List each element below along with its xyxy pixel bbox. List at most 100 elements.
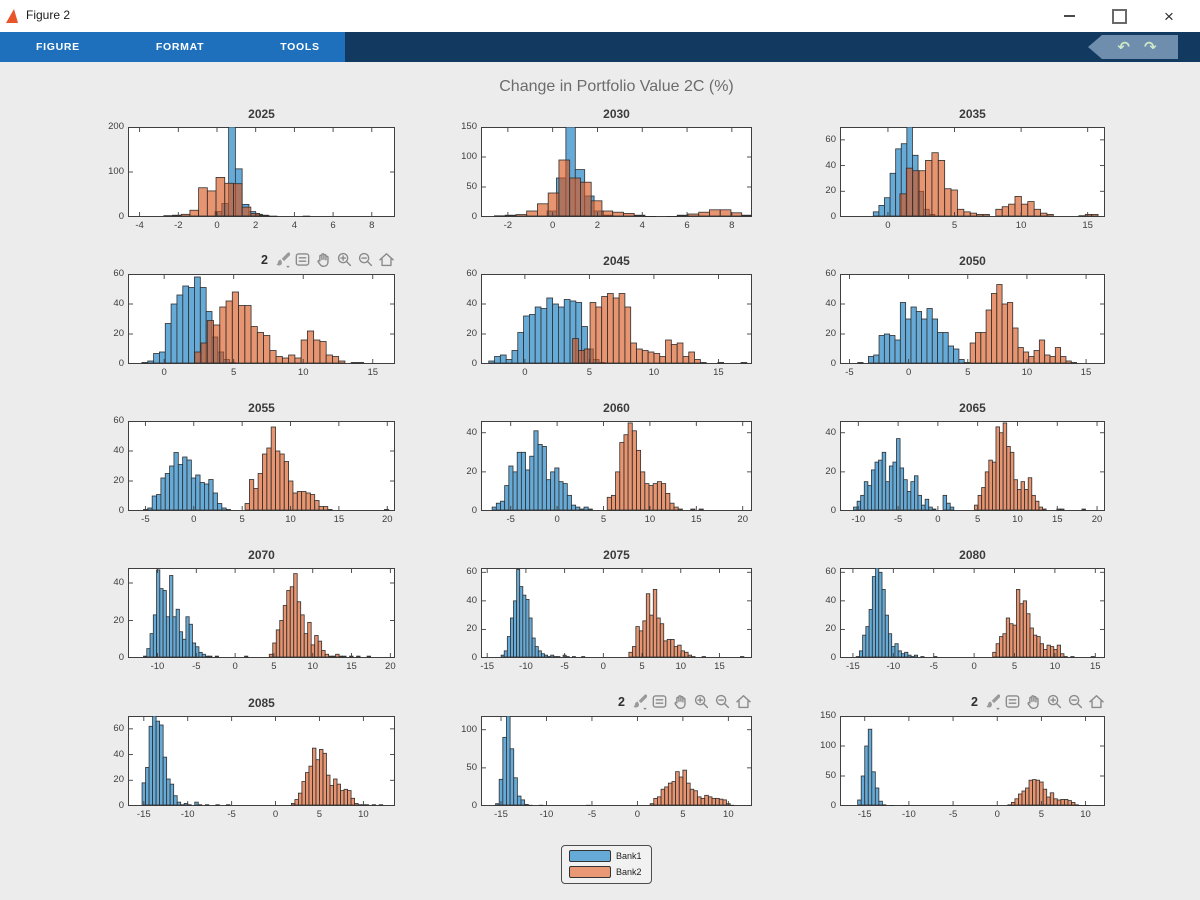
home-icon[interactable] — [735, 693, 752, 710]
histogram-bar-bank2 — [275, 450, 281, 511]
redo-button[interactable]: ↷ — [1144, 37, 1157, 56]
histogram-bar-bank2 — [1031, 494, 1036, 511]
legend[interactable]: Bank1 Bank2 — [561, 845, 652, 884]
subplot-2055-6: 2055 -5 0 5 10 15 20 0 20 40 60 — [70, 397, 407, 535]
x-tick-label: -5 — [560, 661, 569, 672]
histogram-bar-bank2 — [332, 356, 340, 364]
export-icon[interactable] — [1004, 693, 1021, 710]
x-tick-label: 0 — [191, 514, 197, 525]
histogram-bar-bank1 — [508, 465, 514, 511]
histogram-bar-bank1 — [575, 506, 581, 511]
histogram-bar-bank2 — [569, 177, 581, 217]
histogram-bar-bank1 — [149, 633, 154, 658]
pan-icon[interactable] — [315, 251, 332, 268]
histogram-bar-bank2 — [526, 210, 538, 217]
export-icon[interactable] — [294, 251, 311, 268]
histogram-bar-bank1 — [552, 303, 559, 364]
pan-icon[interactable] — [1025, 693, 1042, 710]
y-tick-label: 20 — [113, 614, 124, 626]
histogram-bar-bank1 — [857, 799, 862, 806]
y-tick-label: 100 — [461, 723, 477, 735]
zoom-in-icon[interactable] — [1046, 693, 1063, 710]
tab-figure[interactable]: FIGURE — [36, 41, 80, 53]
brush-icon[interactable] — [273, 251, 290, 268]
pan-icon[interactable] — [672, 693, 689, 710]
axes[interactable] — [840, 421, 1105, 511]
histogram-bar-bank2 — [680, 650, 686, 658]
histogram-bar-bank1 — [531, 637, 536, 658]
histogram-bar-bank1 — [302, 215, 311, 217]
axes[interactable] — [481, 568, 752, 658]
histogram-bar-bank2 — [719, 209, 732, 217]
zoom-out-icon[interactable] — [1067, 693, 1084, 710]
histogram-bar-bank2 — [1078, 805, 1083, 806]
histogram-bar-bank2 — [572, 338, 579, 364]
brush-icon[interactable] — [630, 693, 647, 710]
x-tick-label: 15 — [333, 514, 345, 525]
zoom-in-icon[interactable] — [693, 693, 710, 710]
axes[interactable] — [128, 716, 395, 806]
histogram-bar-bank2 — [318, 506, 324, 511]
histogram-bar-bank2 — [644, 483, 650, 511]
axes[interactable] — [128, 127, 395, 217]
axes[interactable] — [128, 568, 395, 658]
histogram-bar-bank1 — [177, 464, 184, 511]
histogram-bar-bank2 — [1029, 627, 1034, 658]
maximize-button[interactable] — [1094, 0, 1144, 32]
histogram-bar-bank2 — [306, 330, 315, 364]
y-tick-label: 0 — [118, 505, 124, 516]
histogram-bar-bank2 — [233, 183, 243, 217]
y-tick-label: 200 — [108, 121, 124, 132]
y-tick-label: 0 — [471, 211, 477, 222]
histogram-bar-bank2 — [1063, 799, 1069, 806]
undo-button[interactable]: ↶ — [1117, 37, 1130, 56]
x-tick-label: 15 — [713, 367, 724, 378]
histogram-bar-bank2 — [309, 494, 316, 511]
subplot-title: 2075 — [603, 548, 630, 562]
axes[interactable] — [481, 127, 752, 217]
zoom-in-icon[interactable] — [336, 251, 353, 268]
x-tick-label: 10 — [1080, 809, 1091, 820]
histogram-bar-bank2 — [944, 188, 952, 217]
x-tick-label: 5 — [951, 220, 958, 231]
tab-tools[interactable]: TOOLS — [280, 41, 320, 53]
y-tick-label: 40 — [466, 298, 477, 309]
x-tick-label: -10 — [902, 809, 916, 820]
zoom-out-icon[interactable] — [357, 251, 374, 268]
axes[interactable] — [481, 716, 752, 806]
histogram-bar-bank1 — [901, 653, 906, 658]
tab-format[interactable]: FORMAT — [155, 41, 205, 53]
axes[interactable] — [840, 127, 1105, 217]
histogram-bar-bank2 — [331, 655, 337, 658]
histogram-bar-bank2 — [356, 655, 361, 658]
axes[interactable] — [840, 716, 1105, 806]
axes[interactable] — [128, 421, 395, 511]
home-icon[interactable] — [378, 251, 395, 268]
axes[interactable] — [128, 274, 395, 364]
histogram-bar-bank2 — [321, 650, 326, 658]
histogram-bar-bank2 — [677, 508, 683, 511]
brush-icon[interactable] — [983, 693, 1000, 710]
histogram-bar-bank2 — [729, 804, 735, 806]
histogram-bar-bank2 — [659, 623, 665, 658]
export-icon[interactable] — [651, 693, 668, 710]
histogram-bar-bank2 — [918, 170, 926, 217]
axes[interactable] — [481, 421, 752, 511]
axes[interactable] — [840, 568, 1105, 658]
y-tick-label: 60 — [825, 566, 836, 578]
histogram-bar-bank2 — [984, 471, 990, 511]
axes[interactable] — [481, 274, 752, 364]
close-button[interactable]: × — [1144, 0, 1194, 32]
subplot-title: 2050 — [959, 254, 986, 268]
axes[interactable] — [840, 274, 1105, 364]
x-tick-label: 8 — [369, 220, 375, 231]
histogram-bar-bank1 — [899, 302, 907, 364]
histogram-bar-bank1 — [495, 502, 501, 511]
home-icon[interactable] — [1088, 693, 1105, 710]
histogram-bar-bank1 — [868, 609, 873, 658]
minimize-button[interactable] — [1044, 0, 1094, 32]
zoom-out-icon[interactable] — [714, 693, 731, 710]
histogram-bar-bank2 — [312, 747, 317, 806]
histogram-bar-bank2 — [996, 284, 1003, 364]
histogram-bar-bank1 — [878, 205, 885, 217]
